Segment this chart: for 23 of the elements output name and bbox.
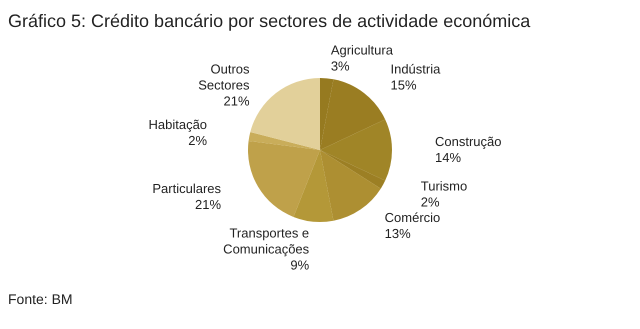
slice-label: Habitação bbox=[148, 116, 208, 132]
data-label: 15% bbox=[390, 77, 417, 92]
slice-label: Turismo bbox=[420, 178, 468, 194]
data-label: 14% bbox=[435, 150, 462, 165]
chart-title: Gráfico 5: Crédito bancário por sectores de actividade económica bbox=[8, 11, 532, 31]
data-label: 9% bbox=[290, 258, 310, 273]
data-label: 3% bbox=[330, 58, 350, 74]
data-label: 2% bbox=[420, 194, 440, 210]
pie-slice bbox=[250, 78, 320, 150]
pie-slice bbox=[248, 132, 320, 150]
slice-label: Comércio bbox=[384, 210, 440, 226]
slice-label: Agricultura bbox=[330, 42, 394, 58]
data-label: 21% bbox=[194, 196, 222, 212]
slice-label: Transportes e Comunicações bbox=[223, 226, 310, 257]
pie-slice bbox=[248, 140, 320, 217]
source-note: Fonte: BM bbox=[8, 291, 73, 307]
data-label: 2% bbox=[188, 132, 208, 148]
slice-label: Particulares bbox=[152, 180, 222, 196]
slice-label: Outros Sectores bbox=[198, 61, 250, 92]
slice-label: Construção bbox=[435, 134, 502, 149]
slice-label: Indústria bbox=[390, 61, 442, 76]
data-label: 21% bbox=[223, 93, 250, 108]
data-label: 13% bbox=[384, 226, 412, 242]
